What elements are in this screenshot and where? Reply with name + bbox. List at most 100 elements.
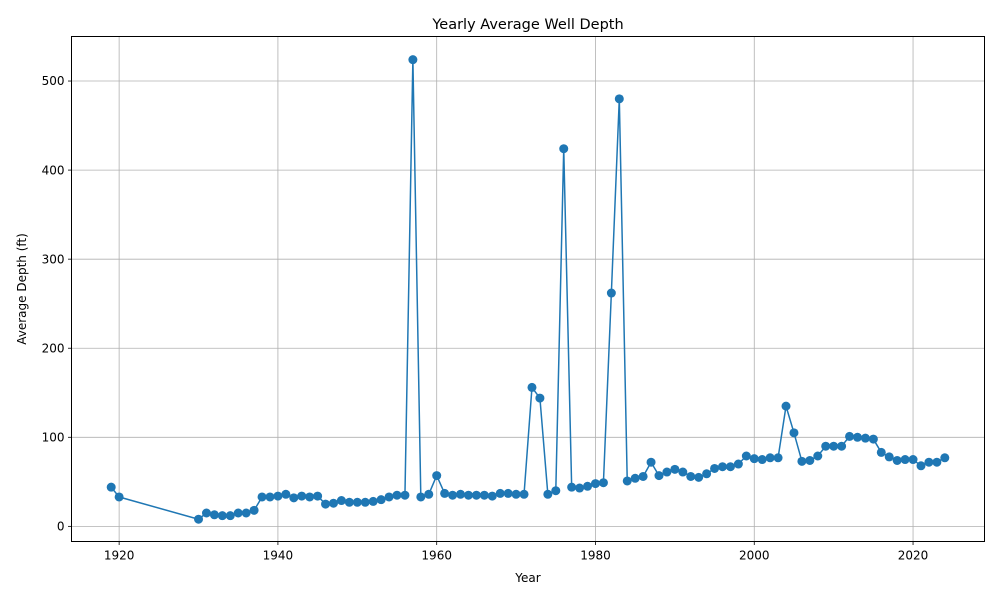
data-point xyxy=(432,471,442,481)
x-tick-label: 1980 xyxy=(580,549,611,563)
data-point xyxy=(606,288,616,298)
data-point xyxy=(749,454,759,464)
chart-title: Yearly Average Well Depth xyxy=(431,17,623,33)
data-point xyxy=(670,464,680,474)
x-tick-label: 1940 xyxy=(263,549,294,563)
data-point xyxy=(797,456,807,466)
y-tick-label: 400 xyxy=(42,163,65,177)
data-point xyxy=(789,428,799,438)
data-point xyxy=(868,434,878,444)
data-point xyxy=(297,491,307,501)
data-point xyxy=(495,488,505,498)
data-point xyxy=(376,495,386,505)
data-point xyxy=(344,497,354,507)
data-point xyxy=(622,476,632,486)
data-point xyxy=(289,493,299,503)
data-point xyxy=(900,455,910,465)
data-point xyxy=(217,511,227,521)
data-point xyxy=(194,514,204,524)
data-point xyxy=(583,481,593,491)
data-point xyxy=(852,432,862,442)
data-point xyxy=(757,455,767,465)
data-point xyxy=(114,492,124,502)
data-point xyxy=(463,490,473,500)
data-point xyxy=(313,491,323,501)
x-tick-label: 1960 xyxy=(421,549,452,563)
data-point xyxy=(821,441,831,451)
data-point xyxy=(527,382,537,392)
data-point xyxy=(543,489,553,499)
data-point xyxy=(884,452,894,462)
data-point xyxy=(837,441,847,451)
data-point xyxy=(702,469,712,479)
data-point xyxy=(781,401,791,411)
y-axis-label: Average Depth (ft) xyxy=(15,233,29,345)
data-point xyxy=(551,486,561,496)
x-tick-label: 1920 xyxy=(104,549,135,563)
data-point xyxy=(725,462,735,472)
data-point xyxy=(630,473,640,483)
data-point xyxy=(241,508,251,518)
data-point xyxy=(209,510,219,520)
data-point xyxy=(281,489,291,499)
data-point xyxy=(479,490,489,500)
data-point xyxy=(511,489,521,499)
data-point xyxy=(598,478,608,488)
data-point xyxy=(813,451,823,461)
data-point xyxy=(201,508,211,518)
data-point xyxy=(352,497,362,507)
data-point xyxy=(257,492,267,502)
data-point xyxy=(876,447,886,457)
data-point xyxy=(860,433,870,443)
data-point xyxy=(225,511,235,521)
data-point xyxy=(273,491,283,501)
data-point xyxy=(106,482,116,492)
data-point xyxy=(718,462,728,472)
series-layer xyxy=(106,55,950,524)
data-point xyxy=(400,490,410,500)
data-point xyxy=(940,453,950,463)
data-point xyxy=(408,55,418,65)
data-point xyxy=(503,488,513,498)
data-point xyxy=(360,497,370,507)
data-point xyxy=(265,492,275,502)
data-point xyxy=(448,490,458,500)
data-point xyxy=(678,467,688,477)
data-point xyxy=(614,94,624,104)
x-tick-label: 2000 xyxy=(739,549,770,563)
data-point xyxy=(487,491,497,501)
x-axis-label: Year xyxy=(514,571,540,585)
data-point xyxy=(424,489,434,499)
data-point xyxy=(321,499,331,509)
x-tick-label: 2020 xyxy=(898,549,929,563)
y-tick-label: 500 xyxy=(42,74,65,88)
data-point xyxy=(392,490,402,500)
data-point xyxy=(845,431,855,441)
data-point xyxy=(305,492,315,502)
data-point xyxy=(249,505,259,515)
y-axis-ticks: 0 100 200 300 400 500 xyxy=(42,74,72,534)
data-point xyxy=(535,393,545,403)
data-point xyxy=(829,441,839,451)
y-tick-label: 300 xyxy=(42,252,65,266)
data-point xyxy=(575,483,585,493)
data-point xyxy=(590,479,600,489)
data-point xyxy=(233,508,243,518)
data-point xyxy=(686,471,696,481)
data-point xyxy=(805,455,815,465)
data-point xyxy=(559,144,569,154)
data-point xyxy=(733,459,743,469)
data-point xyxy=(384,492,394,502)
data-point xyxy=(336,496,346,506)
data-point xyxy=(741,451,751,461)
plot-frame xyxy=(71,36,985,542)
data-point xyxy=(765,453,775,463)
data-point xyxy=(440,488,450,498)
data-point xyxy=(368,496,378,506)
y-tick-label: 200 xyxy=(42,341,65,355)
x-axis-ticks: 1920 1940 1960 1980 2000 2020 xyxy=(104,541,929,563)
data-point xyxy=(654,471,664,481)
